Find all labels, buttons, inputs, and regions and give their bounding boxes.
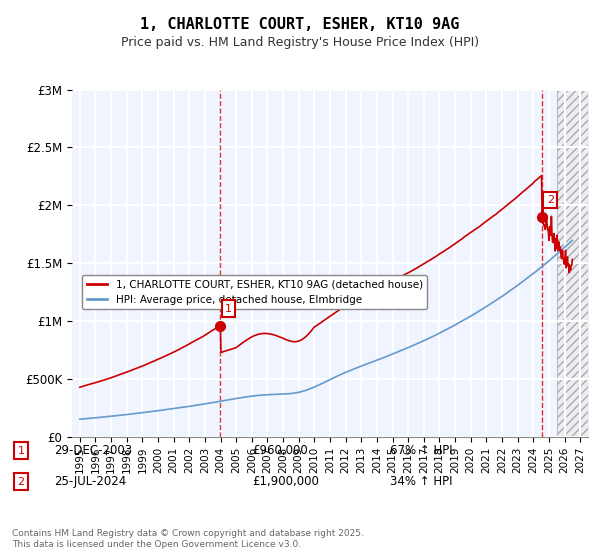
Text: £1,900,000: £1,900,000 <box>252 475 319 488</box>
Legend: 1, CHARLOTTE COURT, ESHER, KT10 9AG (detached house), HPI: Average price, detach: 1, CHARLOTTE COURT, ESHER, KT10 9AG (det… <box>82 276 427 309</box>
Text: Price paid vs. HM Land Registry's House Price Index (HPI): Price paid vs. HM Land Registry's House … <box>121 36 479 49</box>
Text: 2: 2 <box>547 195 554 205</box>
Text: 67% ↑ HPI: 67% ↑ HPI <box>390 444 452 458</box>
Text: Contains HM Land Registry data © Crown copyright and database right 2025.
This d: Contains HM Land Registry data © Crown c… <box>12 529 364 549</box>
Text: £960,000: £960,000 <box>252 444 308 458</box>
Text: 1: 1 <box>17 446 25 456</box>
Text: 1: 1 <box>225 304 232 314</box>
Text: 25-JUL-2024: 25-JUL-2024 <box>54 475 126 488</box>
Text: 29-DEC-2003: 29-DEC-2003 <box>54 444 132 458</box>
Text: 1, CHARLOTTE COURT, ESHER, KT10 9AG: 1, CHARLOTTE COURT, ESHER, KT10 9AG <box>140 17 460 32</box>
Text: 2: 2 <box>17 477 25 487</box>
Text: 34% ↑ HPI: 34% ↑ HPI <box>390 475 452 488</box>
